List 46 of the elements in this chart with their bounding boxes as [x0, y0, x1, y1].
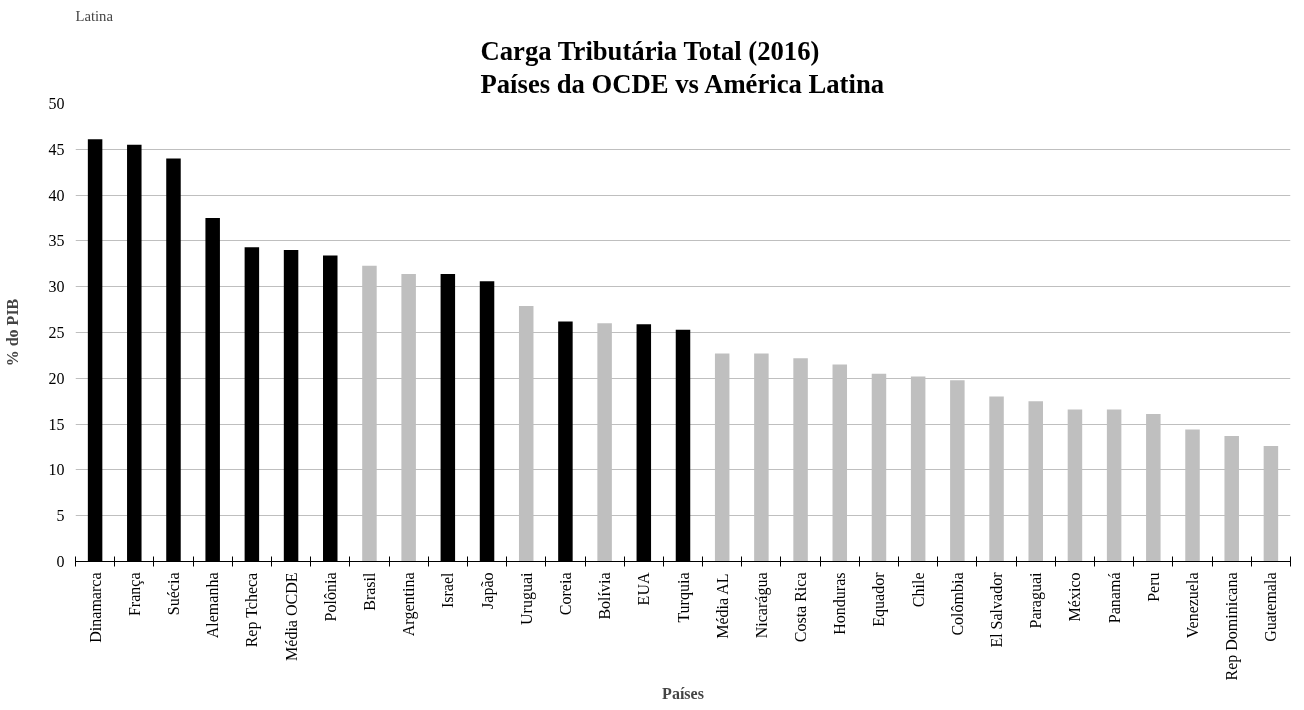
x-tick-label: França	[125, 572, 144, 617]
y-tick-label: 45	[48, 140, 65, 158]
x-tick-label: Uruguai	[517, 571, 536, 625]
text: Latina	[75, 7, 114, 24]
x-tick-label: Japão	[478, 572, 497, 609]
x-tick-label: Bolívia	[596, 572, 614, 620]
x-tick-label: Guatemala	[1262, 572, 1280, 642]
x-tick-label: Nicarágua	[752, 572, 771, 639]
x-tick-label: Colômbia	[948, 572, 966, 636]
y-tick-label: 35	[48, 232, 65, 250]
chart-title: Carga Tributária Total (2016) Países da OCDE vs América Latina	[480, 35, 885, 99]
x-tick-label: Suécia	[164, 572, 182, 616]
x-axis-title: Países	[662, 685, 704, 703]
y-tick-label: 15	[48, 415, 65, 433]
x-tick-label: Rep Dominicana	[1223, 572, 1242, 681]
x-tick-label: Alemanha	[204, 572, 222, 639]
y-tick-label: 0	[56, 553, 65, 570]
x-tick-label: El Salvador	[988, 571, 1006, 648]
x-tick-label: Equador	[870, 571, 889, 627]
x-tick-label: Israel	[439, 571, 457, 609]
x-tick-label: Coreia	[556, 572, 574, 616]
x-tick-label: EUA	[635, 572, 653, 606]
x-tick-label: Rep Tcheca	[243, 572, 262, 648]
x-tick-label: Chile	[909, 572, 927, 608]
x-tick-label: Brasil	[360, 571, 378, 611]
y-tick-label: 30	[48, 278, 65, 296]
x-tick-label: Dinamarca	[86, 572, 104, 643]
y-tick-label: 50	[48, 95, 65, 112]
y-tick-label: 5	[56, 507, 65, 525]
y-tick-label: 20	[48, 369, 65, 387]
x-tick-label: Polônia	[321, 572, 339, 622]
x-tick-label: Honduras	[831, 572, 849, 635]
y-tick-label: 25	[48, 324, 65, 341]
x-tick-label: Paraguai	[1027, 571, 1046, 629]
x-tick-label: México	[1066, 572, 1084, 622]
y-tick-label: 10	[48, 461, 65, 479]
x-tick-label: Panamá	[1105, 572, 1123, 624]
x-tick-label: Turquia	[674, 572, 693, 623]
x-tick-label: Argentina	[400, 572, 419, 637]
x-tick-label: Peru	[1144, 572, 1162, 602]
x-tick-label: Média OCDE	[282, 572, 300, 661]
x-tick-label: Média AL	[713, 573, 731, 639]
y-tick-label: 40	[48, 186, 65, 204]
x-tick-label: Venezuela	[1184, 572, 1202, 639]
y-axis-title: % do PIB	[3, 298, 21, 367]
x-tick-label: Costa Rica	[792, 572, 810, 643]
